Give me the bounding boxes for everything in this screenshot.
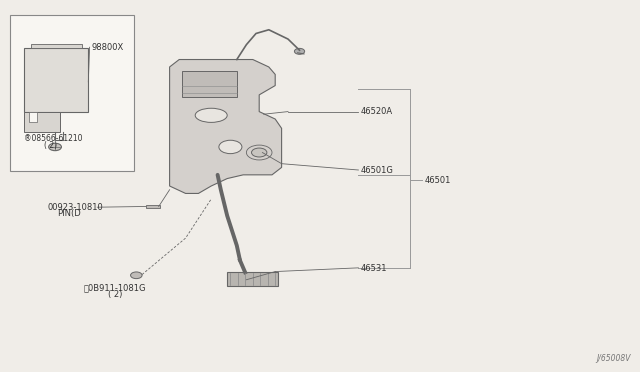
Text: 00923-10810: 00923-10810 [48,203,104,212]
Bar [31,44,82,48]
Bar [10,15,134,171]
Circle shape [252,148,267,157]
Circle shape [49,143,61,151]
Bar [227,272,278,286]
Circle shape [219,140,242,154]
Text: 46501: 46501 [424,176,451,185]
Text: ( 2): ( 2) [44,141,57,150]
Text: ( 2): ( 2) [108,291,122,299]
Text: 46531: 46531 [360,264,387,273]
Bar [24,112,60,132]
Polygon shape [170,60,282,193]
Text: 46501G: 46501G [360,166,393,174]
Circle shape [294,48,305,54]
Text: J/65008V: J/65008V [596,354,630,363]
Bar [29,112,37,122]
Text: ®08566-61210: ®08566-61210 [24,134,83,143]
Ellipse shape [195,108,227,122]
Bar [24,48,88,112]
Text: ⓝ0B911-1081G: ⓝ0B911-1081G [83,284,146,293]
Text: PIN(D: PIN(D [58,209,81,218]
Bar [182,71,237,97]
Text: 98800X: 98800X [92,43,124,52]
Text: 46520A: 46520A [360,107,392,116]
Bar [146,205,160,208]
Circle shape [131,272,142,279]
